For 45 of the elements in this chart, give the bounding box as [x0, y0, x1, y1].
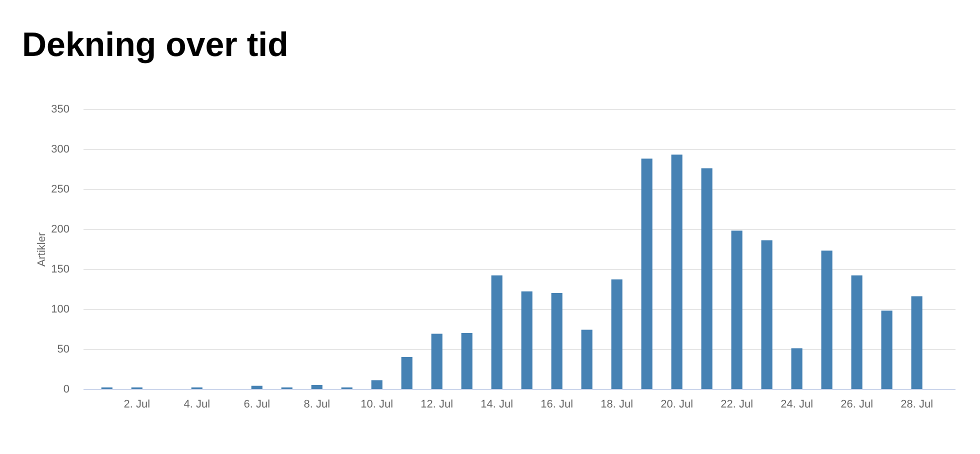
bar: [401, 357, 412, 389]
y-tick-label: 350: [51, 104, 70, 116]
bar: [671, 154, 682, 389]
bar: [431, 334, 442, 389]
bar: [821, 250, 832, 389]
bar: [641, 158, 652, 389]
x-tick-label: 8. Jul: [304, 398, 330, 410]
x-tick-label: 18. Jul: [600, 398, 634, 410]
x-tick-label: 10. Jul: [360, 398, 394, 410]
bar: [581, 330, 592, 389]
bar: [551, 293, 562, 389]
bar: [461, 333, 472, 389]
bar: [521, 291, 532, 389]
x-tick-label: 14. Jul: [480, 398, 514, 410]
y-tick-label: 200: [51, 224, 70, 236]
bar: [791, 348, 802, 389]
bar: [371, 380, 382, 389]
bar: [701, 168, 712, 389]
chart-title: Dekning over tid: [22, 26, 288, 64]
x-tick-label: 20. Jul: [660, 398, 694, 410]
bar: [251, 386, 262, 389]
x-tick-label: 22. Jul: [720, 398, 754, 410]
bar: [881, 310, 892, 389]
bar: [761, 240, 772, 389]
bar: [611, 279, 622, 389]
bar: [491, 275, 502, 389]
x-tick-label: 16. Jul: [540, 398, 574, 410]
y-tick-label: 100: [51, 304, 70, 316]
x-tick-label: 4. Jul: [184, 398, 210, 410]
y-tick-label: 150: [51, 264, 70, 276]
x-tick-label: 6. Jul: [244, 398, 270, 410]
bar: [731, 230, 742, 389]
y-tick-label: 50: [57, 344, 70, 356]
x-tick-label: 2. Jul: [124, 398, 150, 410]
bar: [311, 385, 322, 389]
x-tick-label: 28. Jul: [900, 398, 934, 410]
y-tick-label: 250: [51, 184, 70, 196]
x-tick-label: 24. Jul: [780, 398, 814, 410]
bar: [911, 296, 922, 389]
x-tick-label: 12. Jul: [420, 398, 454, 410]
y-tick-label: 300: [51, 144, 70, 156]
bar: [851, 275, 862, 389]
x-tick-label: 26. Jul: [840, 398, 874, 410]
y-axis-title: Artikler: [36, 232, 48, 267]
y-tick-label: 0: [63, 384, 70, 396]
